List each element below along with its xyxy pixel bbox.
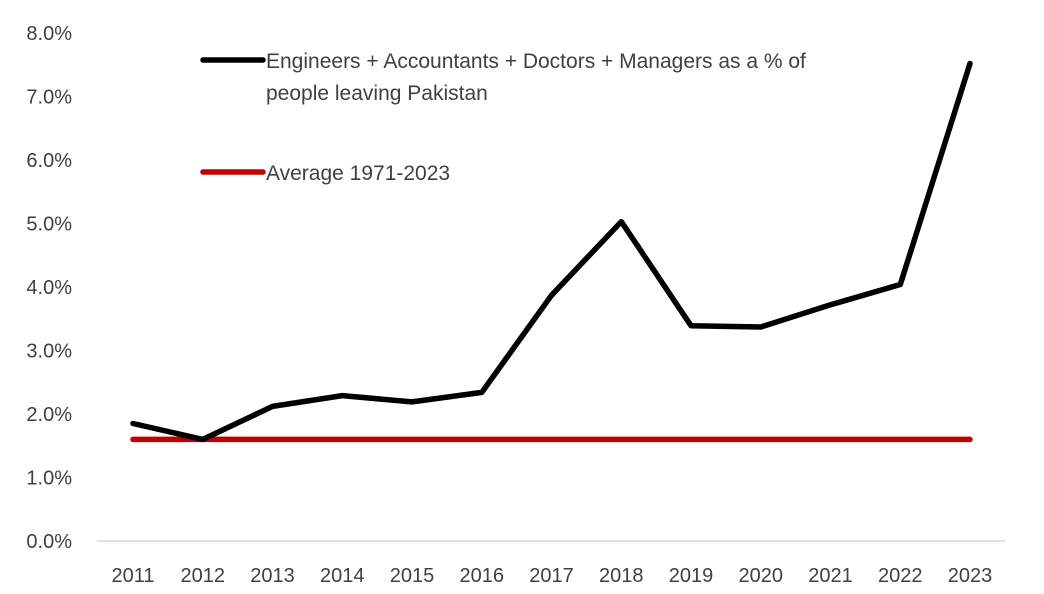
x-axis-ticks: 2011 2012 2013 2014 2015 2016 2017 2018 2019 2020…	[111, 565, 992, 587]
legend: Engineers + Accountants + Doctors + Mana…	[200, 50, 806, 185]
y-tick-label: 1.0%	[26, 468, 72, 490]
y-tick-label: 5.0%	[26, 214, 72, 236]
x-tick-label: 2020	[739, 565, 784, 587]
x-tick-label: 2023	[948, 565, 993, 587]
x-tick-label: 2011	[111, 565, 154, 587]
legend-label-series-1-line-2: people leaving Pakistan	[266, 82, 488, 105]
x-tick-label: 2016	[460, 565, 505, 587]
y-tick-label: 4.0%	[26, 277, 72, 299]
y-tick-label: 3.0%	[26, 341, 72, 363]
legend-label-series-1-line-1: Engineers + Accountants + Doctors + Mana…	[266, 50, 806, 73]
y-tick-label: 2.0%	[26, 404, 72, 426]
x-tick-label: 2021	[808, 565, 853, 587]
x-tick-label: 2018	[599, 565, 644, 587]
y-tick-label: 0.0%	[26, 531, 72, 553]
y-tick-label: 8.0%	[26, 23, 72, 45]
x-tick-label: 2017	[529, 565, 574, 587]
x-tick-label: 2014	[320, 565, 365, 587]
y-axis-ticks: 0.0% 1.0% 2.0% 3.0% 4.0% 5.0% 6.0% 7.0% 8.0%	[26, 23, 72, 553]
series-line-professionals	[130, 60, 973, 443]
x-tick-label: 2015	[390, 565, 435, 587]
y-tick-label: 6.0%	[26, 150, 72, 172]
x-tick-label: 2013	[250, 565, 295, 587]
legend-label-series-2: Average 1971-2023	[266, 162, 450, 185]
x-tick-label: 2022	[878, 565, 923, 587]
x-tick-label: 2019	[669, 565, 714, 587]
x-tick-label: 2012	[181, 565, 226, 587]
series-layer	[130, 60, 973, 443]
y-tick-label: 7.0%	[26, 87, 72, 109]
